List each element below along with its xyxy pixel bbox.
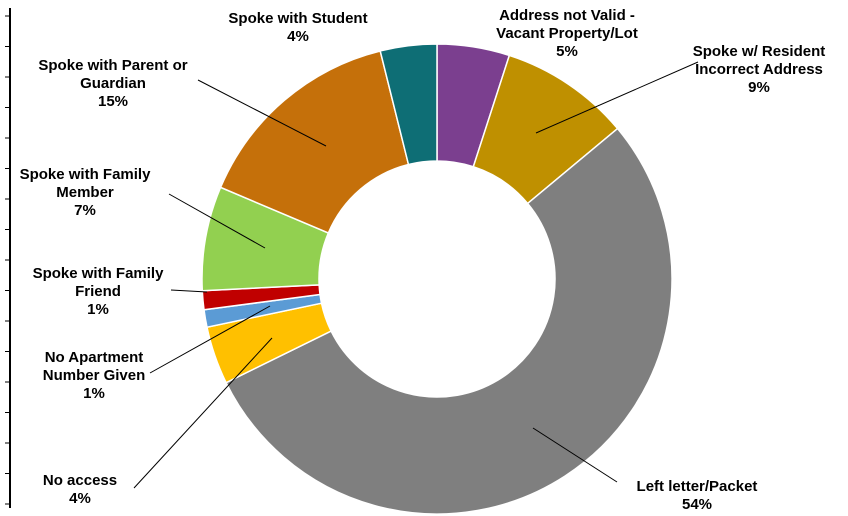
slice-name-label: Member xyxy=(56,184,114,201)
slice-percent-label: 54% xyxy=(682,496,712,513)
leader-line xyxy=(197,79,327,147)
slice-name-label: No access xyxy=(43,472,117,489)
leader-line xyxy=(535,61,699,134)
slice-percent-label: 1% xyxy=(83,385,105,402)
slice-percent-label: 7% xyxy=(74,202,96,219)
leader-line xyxy=(133,337,273,489)
leader-line xyxy=(168,193,266,249)
leader-line xyxy=(532,427,618,483)
slice-name-label: Guardian xyxy=(80,75,146,92)
left-axis-rule xyxy=(5,8,11,508)
slice-name-label: Vacant Property/Lot xyxy=(496,25,638,42)
leader-line xyxy=(149,305,271,374)
donut-slices xyxy=(201,43,673,515)
slice-spoke-with-parent-or-guardian xyxy=(219,50,410,234)
leader-lines xyxy=(133,61,699,489)
slice-percent-label: 15% xyxy=(98,93,128,110)
slice-name-label: Incorrect Address xyxy=(695,61,823,78)
leader-line xyxy=(170,289,208,293)
slice-name-label: Spoke with Family xyxy=(33,265,165,282)
slice-name-label: Address not Valid - xyxy=(499,7,635,24)
slice-spoke-with-student xyxy=(379,43,438,166)
slice-name-label: Spoke with Parent or xyxy=(38,57,187,74)
slice-name-label: Spoke with Family xyxy=(20,166,152,183)
slice-name-label: Left letter/Packet xyxy=(637,478,758,495)
slice-percent-label: 1% xyxy=(87,301,109,318)
slice-name-label: Number Given xyxy=(43,367,146,384)
slice-percent-label: 4% xyxy=(69,490,91,507)
slice-name-label: Spoke w/ Resident xyxy=(693,43,826,60)
slice-percent-label: 4% xyxy=(287,28,309,45)
slice-left-letter-packet xyxy=(225,127,673,515)
slice-labels: Address not Valid -Vacant Property/Lot5%… xyxy=(20,7,826,513)
slice-percent-label: 5% xyxy=(556,43,578,60)
slice-percent-label: 9% xyxy=(748,79,770,96)
slice-name-label: Friend xyxy=(75,283,121,300)
slice-name-label: Spoke with Student xyxy=(228,10,367,27)
slice-name-label: No Apartment xyxy=(45,349,144,366)
